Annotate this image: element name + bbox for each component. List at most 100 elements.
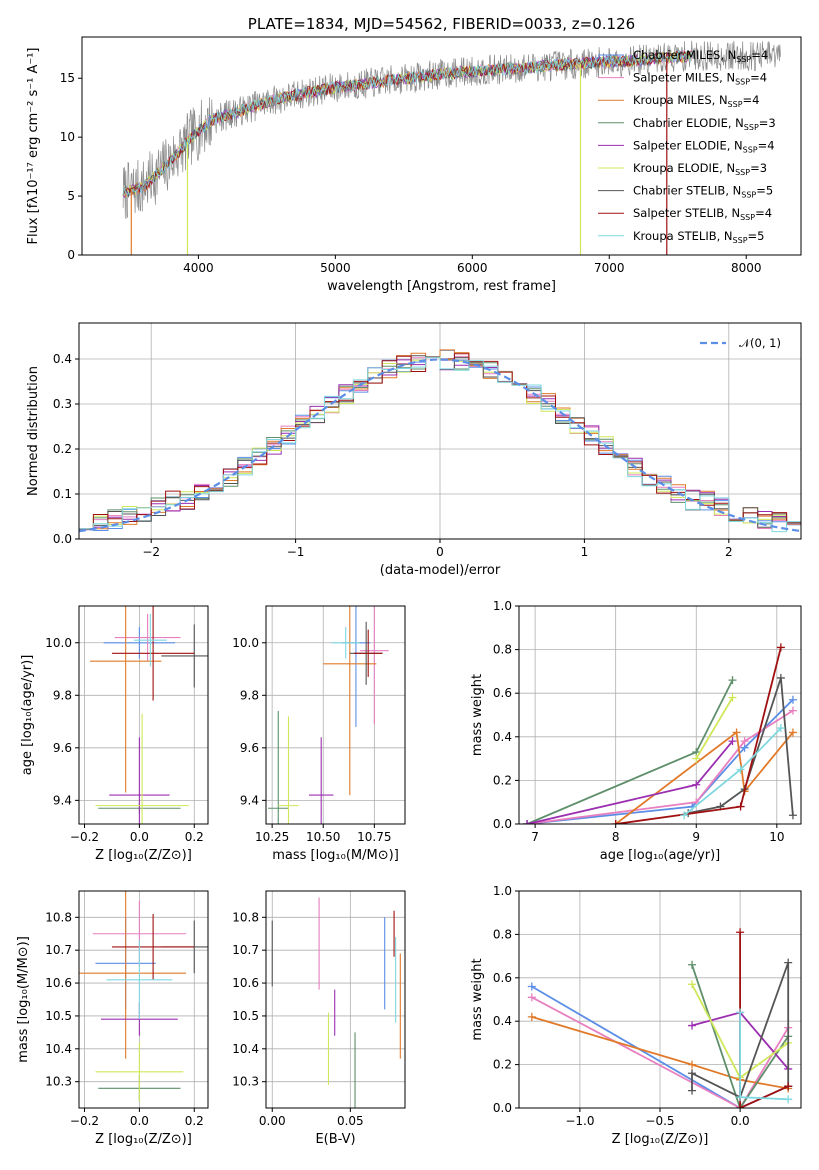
legend-label: Chabrier STELIB, N bbox=[633, 184, 741, 198]
legend-suffix: =3 bbox=[759, 116, 776, 130]
y-tick-label: 10.7 bbox=[45, 943, 72, 957]
plot-area bbox=[271, 897, 401, 1108]
x-tick-label: 0.0 bbox=[130, 830, 149, 844]
weight-point-marker bbox=[776, 643, 785, 652]
weight-series-line bbox=[695, 697, 734, 760]
y-tick-label: 10.4 bbox=[232, 1042, 259, 1056]
legend-label: Kroupa MILES, N bbox=[633, 93, 728, 107]
y-tick-label: 10.7 bbox=[232, 943, 259, 957]
gaussian-curve bbox=[79, 358, 801, 533]
weight-point-marker bbox=[688, 1069, 697, 1078]
x-tick-label: 7000 bbox=[594, 261, 625, 275]
weight-point-marker bbox=[527, 982, 536, 991]
axes-frame bbox=[265, 605, 406, 825]
legend-entry: 𝒩(0, 1) bbox=[739, 336, 781, 350]
y-tick-label: 10 bbox=[60, 130, 75, 144]
x-axis-label: age [log₁₀(age/yr)] bbox=[600, 848, 721, 863]
y-tick-label: 0 bbox=[67, 248, 75, 262]
chart-title: PLATE=1834, MJD=54562, FIBERID=0033, z=0… bbox=[248, 15, 635, 33]
y-tick-label: 0.0 bbox=[53, 532, 72, 546]
legend-entry: Salpeter ELODIE, NSSP=4 bbox=[633, 138, 775, 154]
y-tick-label: 10.3 bbox=[45, 1075, 72, 1089]
legend-suffix: =4 bbox=[758, 138, 775, 152]
legend-suffix: =4 bbox=[750, 71, 767, 85]
x-tick-label: 8 bbox=[612, 830, 620, 844]
x-tick-label: 8000 bbox=[731, 261, 762, 275]
weight-series-line bbox=[615, 730, 794, 824]
axes-frame bbox=[81, 36, 802, 256]
plot-area bbox=[268, 606, 389, 824]
legend-subscript: SSP bbox=[743, 145, 758, 154]
x-axis-label: Z [log₁₀(Z/Z⊙)] bbox=[95, 848, 192, 863]
plot-area bbox=[79, 891, 208, 1102]
legend-label: Chabrier MILES, N bbox=[633, 48, 736, 62]
residual-histogram bbox=[79, 349, 801, 530]
weight-point-marker bbox=[740, 737, 749, 746]
y-tick-label: 10.5 bbox=[45, 1009, 72, 1023]
weight-point-marker bbox=[784, 1095, 793, 1104]
weight-point-marker bbox=[776, 724, 785, 733]
x-tick-label: 0 bbox=[436, 545, 444, 559]
y-tick-label: 0.4 bbox=[493, 1014, 512, 1028]
model-spectrum-line bbox=[122, 50, 692, 196]
x-tick-label: 4000 bbox=[183, 261, 214, 275]
weight-vs-metallicity-panel: −1.0 −0.5 0.0 0.0 0.2 0.4 0.6 0.8 1.0 Z [log₁₀(Z/… bbox=[470, 884, 802, 1147]
x-tick-label: 6000 bbox=[457, 261, 488, 275]
axes-frame bbox=[78, 322, 802, 540]
legend-suffix: =4 bbox=[755, 206, 772, 220]
x-tick-label: 0.00 bbox=[259, 1114, 286, 1128]
weight-point-marker bbox=[784, 1082, 793, 1091]
x-axis-label: (data-model)/error bbox=[380, 563, 501, 578]
weight-point-marker bbox=[736, 802, 745, 811]
y-tick-label: 10.0 bbox=[232, 636, 259, 650]
y-tick-label: 0.3 bbox=[53, 397, 72, 411]
axes-frame bbox=[518, 890, 802, 1109]
weight-series-line bbox=[739, 1012, 789, 1101]
weight-point-marker bbox=[736, 1104, 745, 1108]
x-tick-label: 10.50 bbox=[306, 830, 340, 844]
x-axis-label: Z [log₁₀(Z/Z⊙)] bbox=[95, 1132, 192, 1147]
y-axis-label: Normed distribution bbox=[26, 366, 41, 496]
legend-entry: Chabrier ELODIE, NSSP=3 bbox=[633, 116, 776, 132]
weight-series-line bbox=[531, 1016, 789, 1090]
weight-point-marker bbox=[788, 706, 797, 715]
x-tick-label: −0.5 bbox=[645, 1114, 674, 1128]
y-tick-label: 9.6 bbox=[240, 741, 259, 755]
legend-entry: Kroupa MILES, NSSP=4 bbox=[633, 93, 759, 109]
axes-frame bbox=[518, 605, 802, 825]
y-tick-label: 0.2 bbox=[53, 442, 72, 456]
weight-point-marker bbox=[523, 820, 532, 824]
y-tick-label: 0.1 bbox=[53, 487, 72, 501]
y-tick-label: 10.6 bbox=[45, 976, 72, 990]
weight-point-marker bbox=[784, 958, 793, 967]
x-tick-label: 0.2 bbox=[185, 830, 204, 844]
weight-point-marker bbox=[688, 1060, 697, 1069]
weight-point-marker bbox=[527, 993, 536, 1002]
weight-point-marker bbox=[688, 1021, 697, 1030]
y-axis-label: mass weight bbox=[470, 674, 485, 756]
x-tick-label: 7 bbox=[531, 830, 539, 844]
legend-entry: Kroupa ELODIE, NSSP=3 bbox=[633, 161, 767, 177]
weight-point-marker bbox=[692, 780, 701, 789]
spectrum-panel: 4000 5000 6000 7000 8000 0 5 10 15 wavelength [An… bbox=[26, 15, 802, 294]
x-tick-label: 5000 bbox=[320, 261, 351, 275]
x-axis-label: wavelength [Angstrom, rest frame] bbox=[327, 279, 556, 294]
legend-label: Kroupa ELODIE, N bbox=[633, 161, 735, 175]
weight-point-marker bbox=[788, 728, 797, 737]
y-tick-label: 0.4 bbox=[53, 352, 72, 366]
y-tick-label: 0.2 bbox=[493, 1058, 512, 1072]
x-tick-label: −0.2 bbox=[70, 1114, 99, 1128]
residuals-panel: −2 −1 0 1 2 0.0 0.1 0.2 0.3 0.4 (data-model)/error… bbox=[26, 322, 802, 578]
weight-point-marker bbox=[788, 695, 797, 704]
legend-entry: Kroupa STELIB, NSSP=5 bbox=[633, 229, 764, 245]
weight-point-marker bbox=[680, 811, 689, 820]
y-tick-label: 0.8 bbox=[493, 927, 512, 941]
mass-vs-extinction-panel: 0.00 0.05 10.3 10.4 10.5 10.6 10.7 10.8 E(B-V) bbox=[232, 890, 406, 1147]
y-tick-label: 0.2 bbox=[493, 773, 512, 787]
y-tick-label: 10.0 bbox=[45, 636, 72, 650]
legend-suffix: =5 bbox=[756, 184, 773, 198]
mass-vs-metallicity-panel: −0.2 0.0 0.2 10.3 10.4 10.5 10.6 10.7 10.8 Z [log… bbox=[16, 890, 209, 1147]
x-tick-label: 0.05 bbox=[337, 1114, 364, 1128]
y-axis-label: age [log₁₀(age/yr)] bbox=[20, 655, 35, 776]
